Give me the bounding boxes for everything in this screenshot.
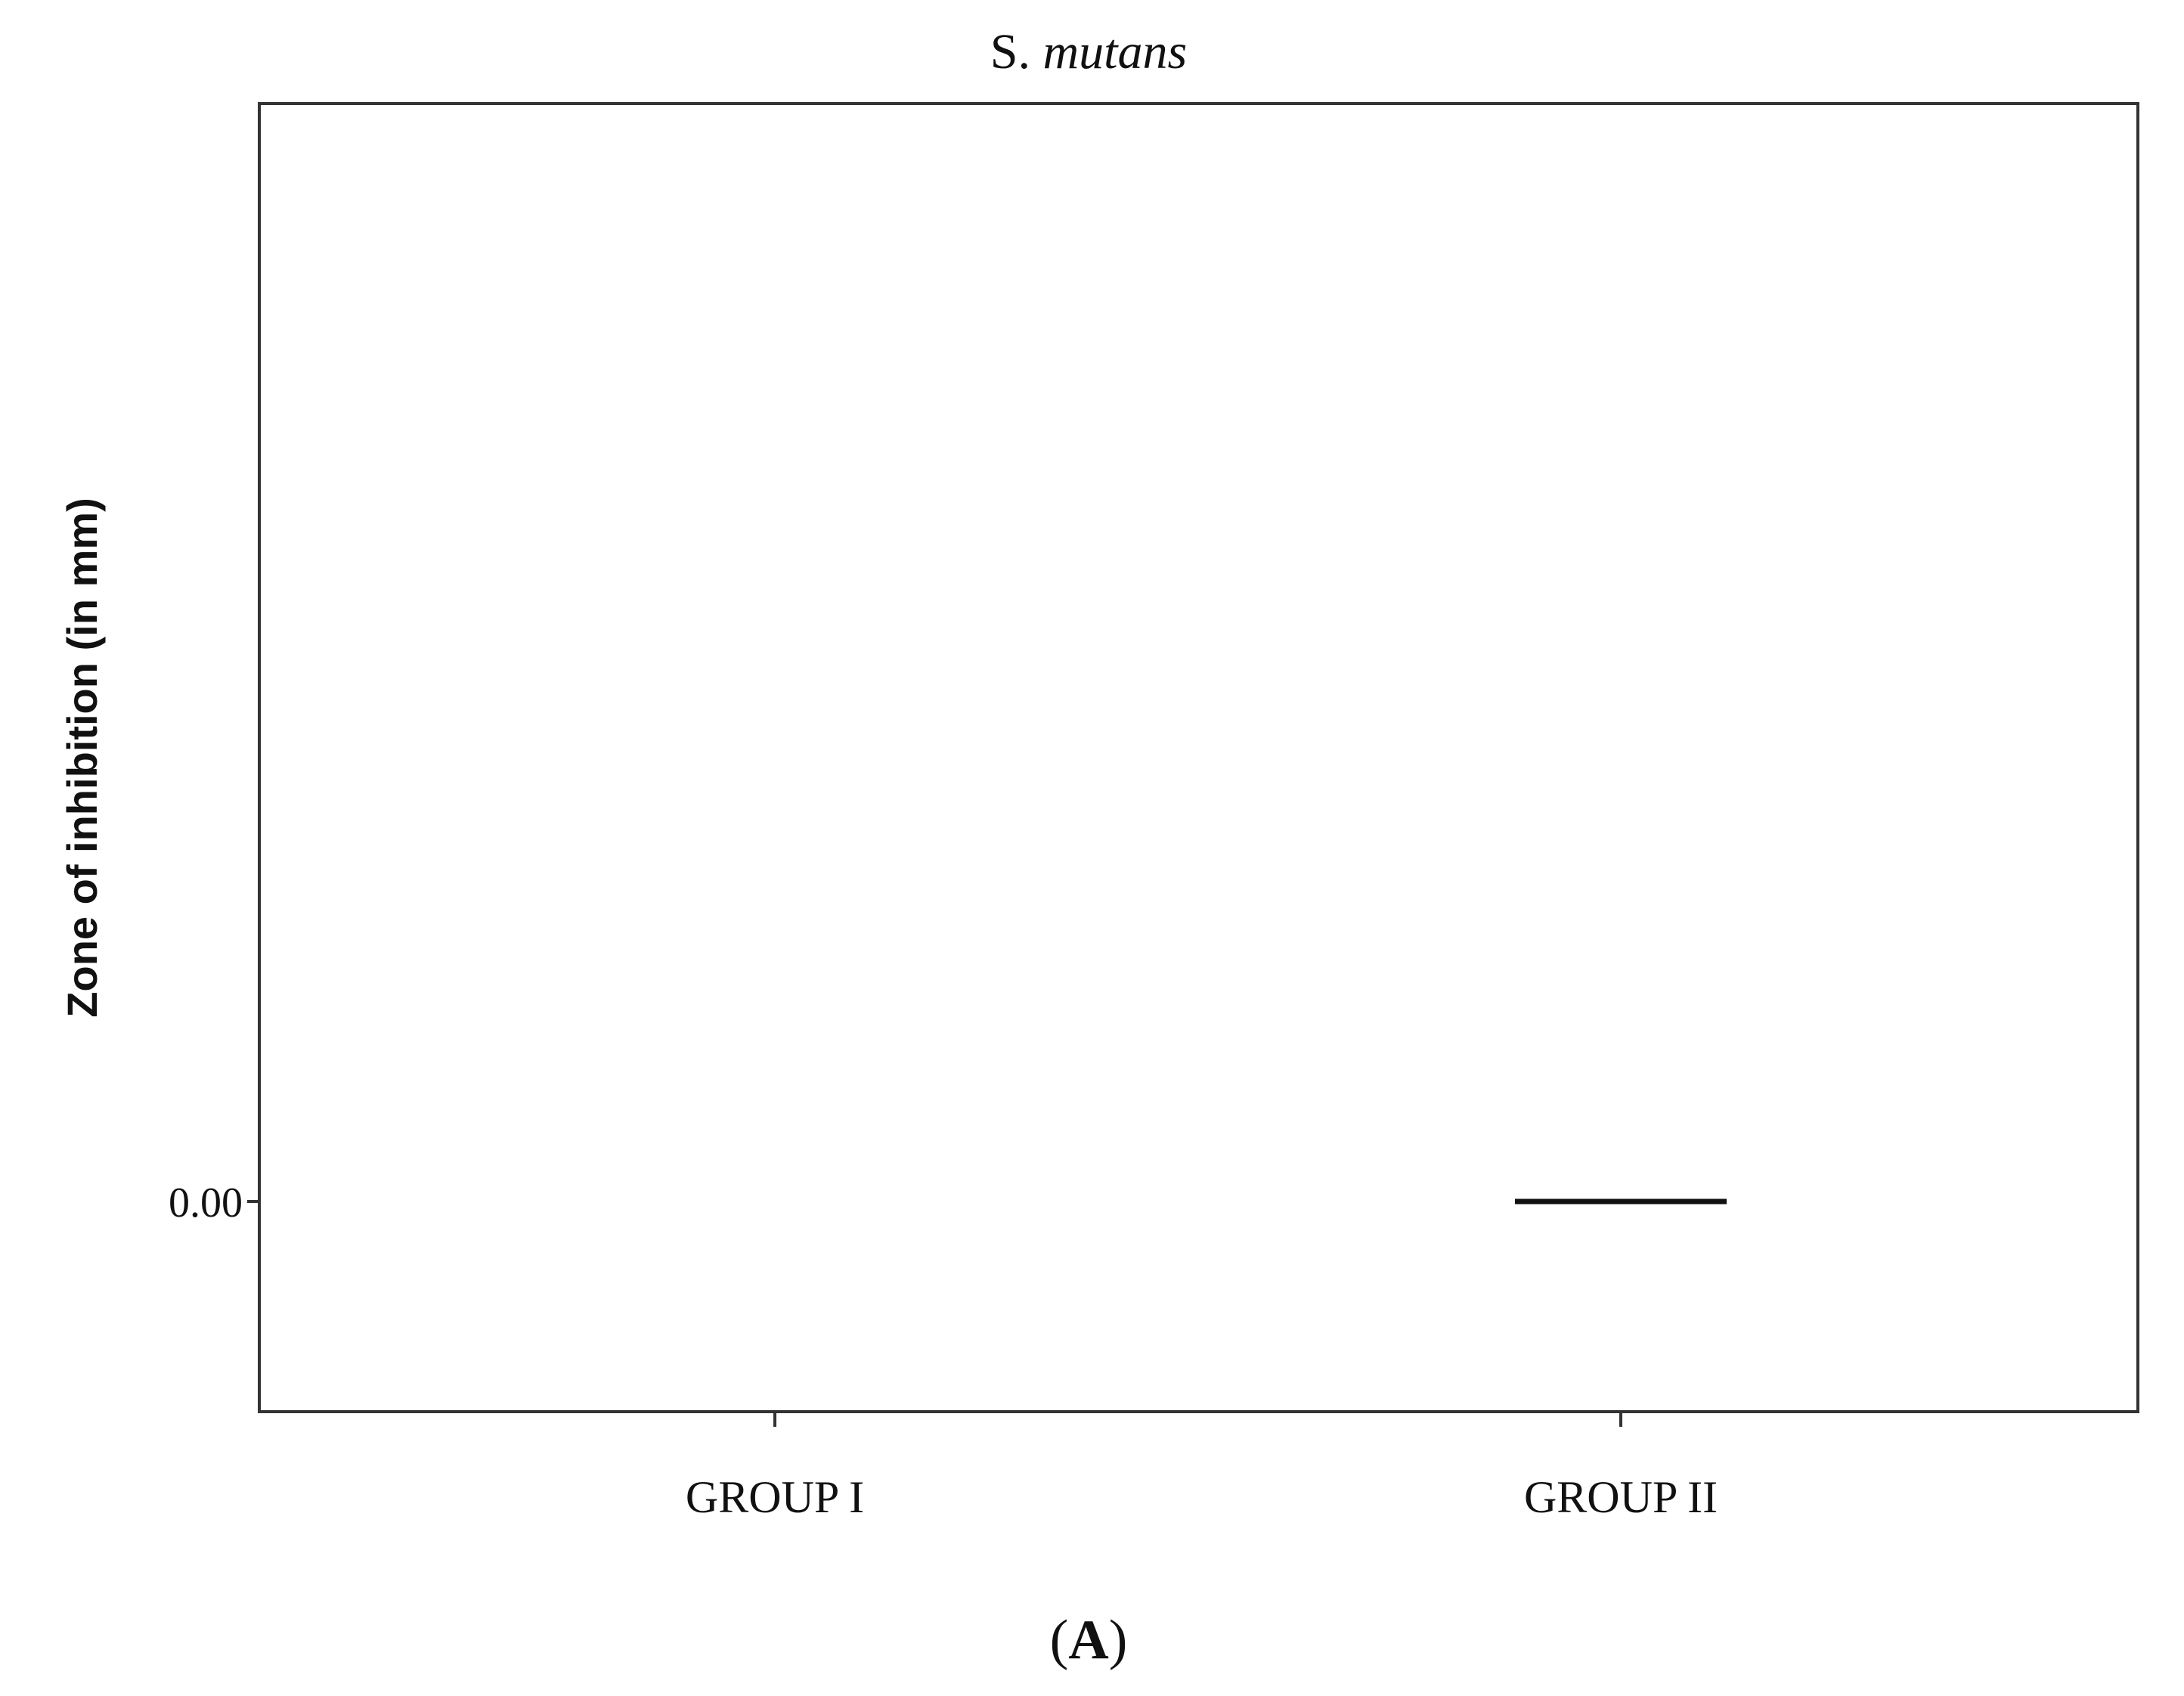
panel-label: (A) (1050, 1609, 1128, 1671)
chart-title-italic: mutans (1043, 24, 1188, 79)
chart-title-prefix: S. (990, 24, 1030, 79)
panel-label-open: ( (1050, 1609, 1069, 1671)
plot-frame (258, 102, 2139, 1413)
x-tick-label: GROUP I (686, 1472, 864, 1522)
chart-title: S. mutans (990, 24, 1187, 79)
y-axis-ticks: 13.0012.0011.000.00 (169, 1180, 259, 1226)
y-tick-label: 0.00 (169, 1180, 243, 1226)
panel-label-letter: A (1068, 1609, 1108, 1671)
x-tick-label: GROUP II (1524, 1472, 1718, 1522)
y-axis-label: Zone of inhibition (in mm) (58, 498, 106, 1017)
panel-label-close: ) (1109, 1609, 1128, 1671)
x-axis-ticks: GROUP I GROUP II (686, 1412, 1718, 1522)
box-series (1515, 1198, 1727, 1205)
